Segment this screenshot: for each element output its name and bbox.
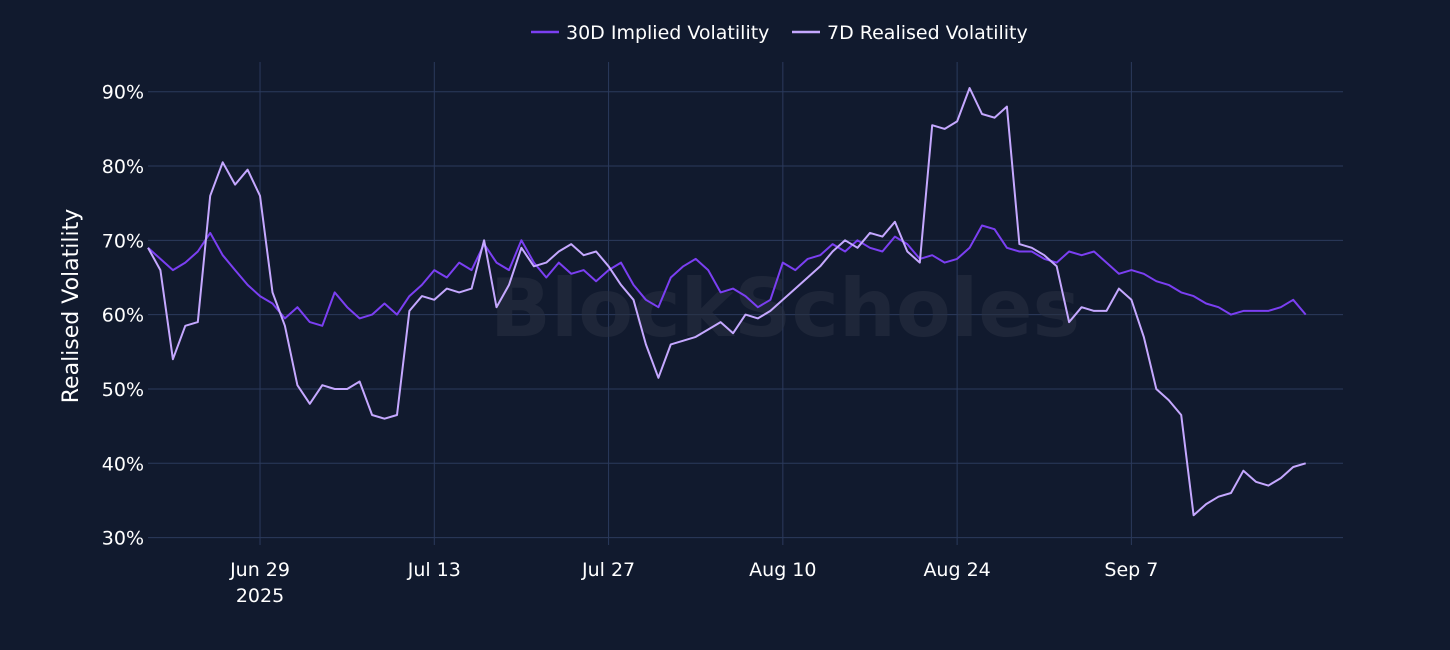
y-tick-label: 70%	[102, 230, 144, 252]
y-tick-label: 60%	[102, 305, 144, 327]
series-line-realised-volatility	[147, 87, 1306, 517]
x-tick-label: Sep 7	[1104, 559, 1158, 581]
y-tick-label: 80%	[102, 156, 144, 178]
y-axis-ticks: 30% 40% 50% 60% 70% 80% 90%	[102, 82, 144, 550]
legend[interactable]: 30D Implied Volatility 7D Realised Volati…	[531, 22, 1028, 44]
legend-item[interactable]: 30D Implied Volatility	[531, 22, 769, 44]
y-tick-label: 30%	[102, 528, 144, 550]
x-tick-label: Aug 10	[749, 559, 816, 581]
x-tick-label: Jul 27	[581, 559, 635, 581]
series-lines	[147, 87, 1307, 517]
x-tick-label: Jul 13	[407, 559, 461, 581]
legend-label: 30D Implied Volatility	[566, 22, 769, 44]
x-tick-label: Jun 29	[229, 559, 290, 581]
y-tick-label: 50%	[102, 379, 144, 401]
y-tick-label: 40%	[102, 453, 144, 475]
legend-item[interactable]: 7D Realised Volatility	[792, 22, 1028, 44]
x-tick-label: Aug 24	[923, 559, 990, 581]
x-tick-sublabel: 2025	[236, 585, 284, 607]
y-axis-title: Realised Volatility	[59, 209, 84, 404]
watermark: BlockScholes	[490, 262, 1080, 355]
series-line-implied-volatility	[147, 224, 1307, 327]
y-tick-label: 90%	[102, 82, 144, 104]
legend-label: 7D Realised Volatility	[827, 22, 1028, 44]
x-axis-ticks: Jun 29 2025 Jul 13 Jul 27 Aug 10 Aug 24 Sep 7	[229, 559, 1158, 607]
